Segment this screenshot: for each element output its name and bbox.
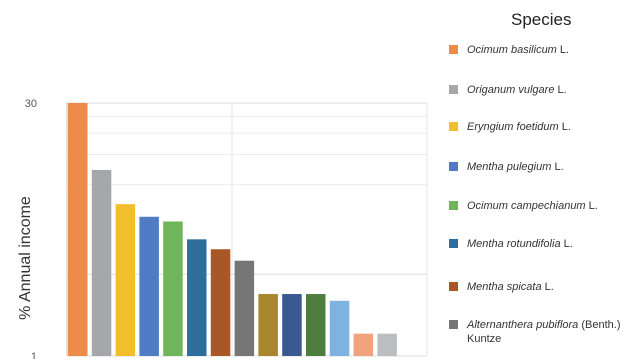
legend-swatch (449, 320, 458, 329)
legend-author: L. (585, 200, 598, 212)
bar (329, 300, 350, 356)
legend-species-name: Mentha spicata (467, 281, 542, 293)
bar (210, 249, 231, 356)
legend-species-name: Alternanthera pubiflora (467, 319, 579, 331)
y-axis-label: % Annual income (17, 196, 34, 320)
legend-item: Ocimum basilicum L. (449, 43, 633, 57)
legend-author: L. (541, 281, 554, 293)
bar (115, 204, 136, 356)
legend-swatch (449, 162, 458, 171)
legend-swatch (449, 201, 458, 210)
legend-item: Origanum vulgare L. (449, 83, 633, 97)
bar (68, 103, 88, 356)
bar (258, 294, 278, 356)
legend-swatch (449, 45, 458, 54)
legend-author: L. (554, 84, 567, 96)
legend-author: L. (551, 161, 564, 173)
bar (163, 221, 183, 356)
legend-author: L. (558, 121, 571, 133)
legend-swatch (449, 282, 458, 291)
legend-label: Ocimum basilicum L. (467, 43, 633, 57)
legend-item: Mentha spicata L. (449, 280, 633, 294)
legend-author: L. (560, 238, 573, 250)
legend-item: Eryngium foetidum L. (449, 120, 633, 134)
y-axis: 30 1 (25, 98, 68, 363)
legend-swatch (449, 239, 458, 248)
chart-plot-area: 30 1 % Annual income (17, 98, 428, 363)
legend-label: Ocimum campechianum L. (467, 199, 633, 213)
legend-item: Alternanthera pubiflora (Benth.) Kuntze (449, 318, 633, 346)
legend-swatch (449, 122, 458, 131)
legend-label: Origanum vulgare L. (467, 83, 633, 97)
bars (68, 103, 397, 356)
legend: Species Ocimum basilicum L. Origanum vulg… (445, 0, 633, 359)
legend-species-name: Eryngium foetidum (467, 121, 559, 133)
legend-label: Alternanthera pubiflora (Benth.) Kuntze (467, 318, 633, 346)
legend-item: Ocimum campechianum L. (449, 199, 633, 213)
legend-item: Mentha pulegium L. (449, 160, 633, 174)
bar (187, 239, 207, 356)
legend-title: Species (511, 10, 572, 29)
legend-species-name: Origanum vulgare (467, 84, 555, 96)
legend-label: Eryngium foetidum L. (467, 120, 633, 134)
bar (353, 333, 374, 356)
bar (91, 169, 112, 356)
bar (377, 333, 397, 356)
legend-swatch (449, 85, 458, 94)
bar (139, 216, 159, 356)
bar (234, 260, 255, 356)
legend-author: L. (556, 44, 570, 56)
legend-label: Mentha pulegium L. (467, 160, 633, 174)
bar (306, 294, 326, 356)
y-tick-label: 30 (25, 98, 37, 110)
legend-label: Mentha spicata L. (467, 280, 633, 294)
legend-item: Mentha rotundifolia L. (449, 237, 633, 251)
bar (282, 294, 302, 356)
legend-label: Mentha rotundifolia L. (467, 237, 633, 251)
y-tick-label: 1 (31, 351, 37, 359)
legend-species-name: Ocimum basilicum (467, 44, 557, 56)
legend-species-name: Mentha pulegium (467, 161, 552, 173)
legend-author: (Benth.) Kuntze (467, 319, 621, 345)
legend-species-name: Mentha rotundifolia (467, 238, 561, 250)
legend-species-name: Ocimum campechianum (467, 200, 586, 212)
